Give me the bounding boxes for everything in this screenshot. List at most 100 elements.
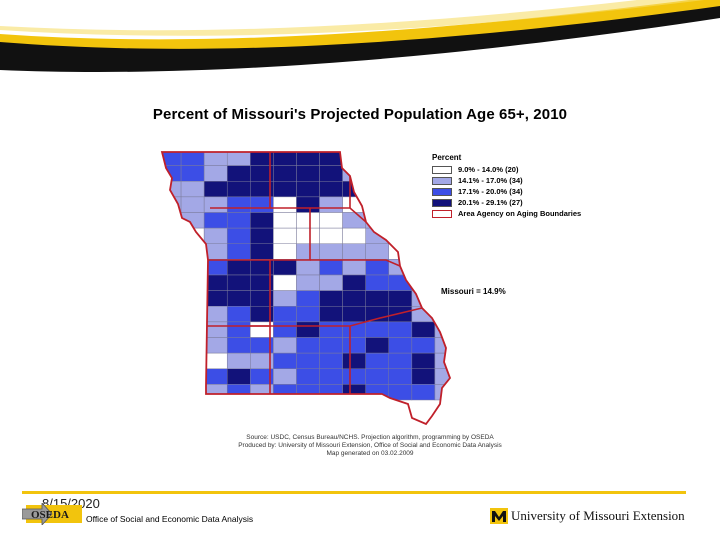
county-cell	[342, 368, 366, 385]
county-cell	[319, 165, 343, 182]
legend-item: 20.1% - 29.1% (27)	[432, 197, 632, 208]
county-cell	[296, 181, 320, 198]
county-cell	[226, 259, 251, 276]
county-cell	[273, 259, 297, 276]
county-cell	[319, 321, 343, 338]
county-cell	[273, 181, 297, 198]
county-cell	[250, 243, 274, 260]
county-cell	[203, 212, 228, 229]
county-cell	[342, 274, 366, 291]
county-cell	[296, 243, 320, 260]
county-cell	[342, 152, 366, 166]
county-cell	[365, 337, 390, 354]
legend-swatch-boundary	[432, 209, 452, 218]
county-cell	[411, 259, 436, 276]
county-cell	[411, 243, 436, 260]
county-cell	[226, 243, 251, 260]
missouri-county-map	[160, 151, 452, 426]
county-cell	[273, 321, 297, 338]
county-cell	[273, 243, 297, 260]
county-cell	[365, 290, 390, 307]
county-cell	[273, 196, 297, 213]
county-cell	[434, 259, 450, 276]
county-cell	[411, 274, 436, 291]
county-cell	[342, 290, 366, 307]
legend-label: 14.1% - 17.0% (34)	[458, 176, 523, 185]
county-cell	[226, 321, 251, 338]
county-cell	[180, 165, 205, 182]
legend-item: 14.1% - 17.0% (34)	[432, 175, 632, 186]
legend-label: 9.0% - 14.0% (20)	[458, 165, 519, 174]
county-cell	[319, 352, 343, 369]
county-cell	[388, 165, 413, 182]
map-legend: Percent 9.0% - 14.0% (20) 14.1% - 17.0% …	[432, 153, 632, 219]
county-cell	[162, 337, 182, 354]
county-cell	[411, 384, 436, 401]
footer-office: Office of Social and Economic Data Analy…	[86, 514, 254, 524]
county-cell	[296, 306, 320, 323]
legend-swatch	[432, 187, 452, 196]
county-cell	[411, 227, 436, 244]
county-cell	[342, 352, 366, 369]
county-cell	[319, 368, 343, 385]
legend-label: Area Agency on Aging Boundaries	[458, 209, 582, 218]
county-cell	[226, 368, 251, 385]
county-cell	[434, 227, 450, 244]
county-cell	[180, 384, 205, 401]
county-cell	[203, 165, 228, 182]
county-cell	[273, 290, 297, 307]
footer-rule	[22, 491, 686, 494]
county-cell	[365, 259, 390, 276]
university-logo: University of Missouri Extension	[490, 508, 685, 524]
legend-label: 17.1% - 20.0% (34)	[458, 187, 523, 196]
legend-item-boundary: Area Agency on Aging Boundaries	[432, 208, 632, 219]
county-cell	[365, 384, 390, 401]
county-cell	[273, 274, 297, 291]
county-cell	[411, 368, 436, 385]
county-cell	[162, 212, 182, 229]
county-cell	[273, 337, 297, 354]
county-cell	[180, 227, 205, 244]
county-cell	[388, 306, 413, 323]
county-cell	[388, 384, 413, 401]
county-cell	[296, 196, 320, 213]
county-cell	[180, 181, 205, 198]
aaa-boundary	[210, 152, 271, 209]
county-cell	[180, 368, 205, 385]
county-cell	[319, 306, 343, 323]
county-cell	[342, 337, 366, 354]
source-line: Produced by: University of Missouri Exte…	[238, 442, 502, 449]
county-cell	[342, 384, 366, 401]
county-cell	[203, 384, 228, 401]
county-cell	[162, 352, 182, 369]
county-cell	[365, 274, 390, 291]
county-cell	[273, 212, 297, 229]
county-cell	[342, 243, 366, 260]
county-cell	[319, 243, 343, 260]
source-line: Map generated on 03.02.2009	[326, 450, 414, 457]
oseda-logo: OSEDA	[22, 503, 82, 525]
county-cell	[296, 165, 320, 182]
county-cell	[226, 165, 251, 182]
county-cell	[434, 306, 450, 323]
county-cell	[226, 196, 251, 213]
aaa-boundary	[310, 259, 401, 267]
county-cell	[296, 368, 320, 385]
mu-logo-icon	[490, 508, 508, 524]
county-cell	[365, 152, 390, 166]
county-cell	[296, 337, 320, 354]
county-cell	[180, 259, 205, 276]
county-cell	[250, 227, 274, 244]
county-cell	[388, 181, 413, 198]
county-cell	[273, 227, 297, 244]
county-cell	[296, 352, 320, 369]
county-cell	[203, 368, 228, 385]
county-cell	[180, 196, 205, 213]
legend-item: 17.1% - 20.0% (34)	[432, 186, 632, 197]
county-cell	[342, 165, 366, 182]
county-cell	[342, 227, 366, 244]
county-cell	[319, 337, 343, 354]
county-cell	[162, 259, 182, 276]
county-cell	[180, 352, 205, 369]
county-cell	[434, 384, 450, 401]
